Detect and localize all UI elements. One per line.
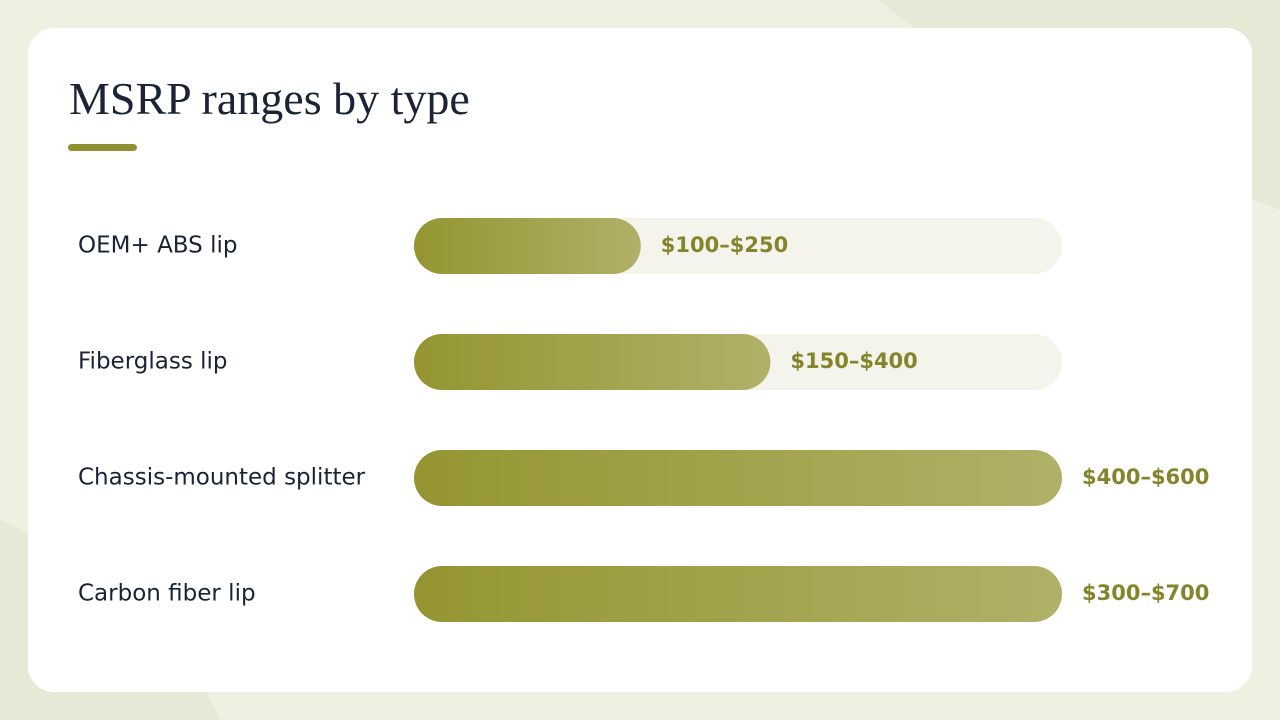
bar <box>414 218 641 274</box>
category-label: Chassis-mounted splitter <box>78 465 366 491</box>
range-label: $300–$700 <box>1082 581 1209 605</box>
title-underline <box>68 144 137 151</box>
bar <box>414 566 1062 622</box>
range-label: $100–$250 <box>661 233 788 257</box>
bar <box>414 334 771 390</box>
chart-title: MSRP ranges by type <box>69 73 470 124</box>
category-label: Carbon fiber lip <box>78 581 256 607</box>
category-label: Fiberglass lip <box>78 349 228 375</box>
range-label: $400–$600 <box>1082 465 1209 489</box>
bar <box>414 450 1062 506</box>
range-label: $150–$400 <box>790 349 917 373</box>
category-label: OEM+ ABS lip <box>78 233 237 259</box>
